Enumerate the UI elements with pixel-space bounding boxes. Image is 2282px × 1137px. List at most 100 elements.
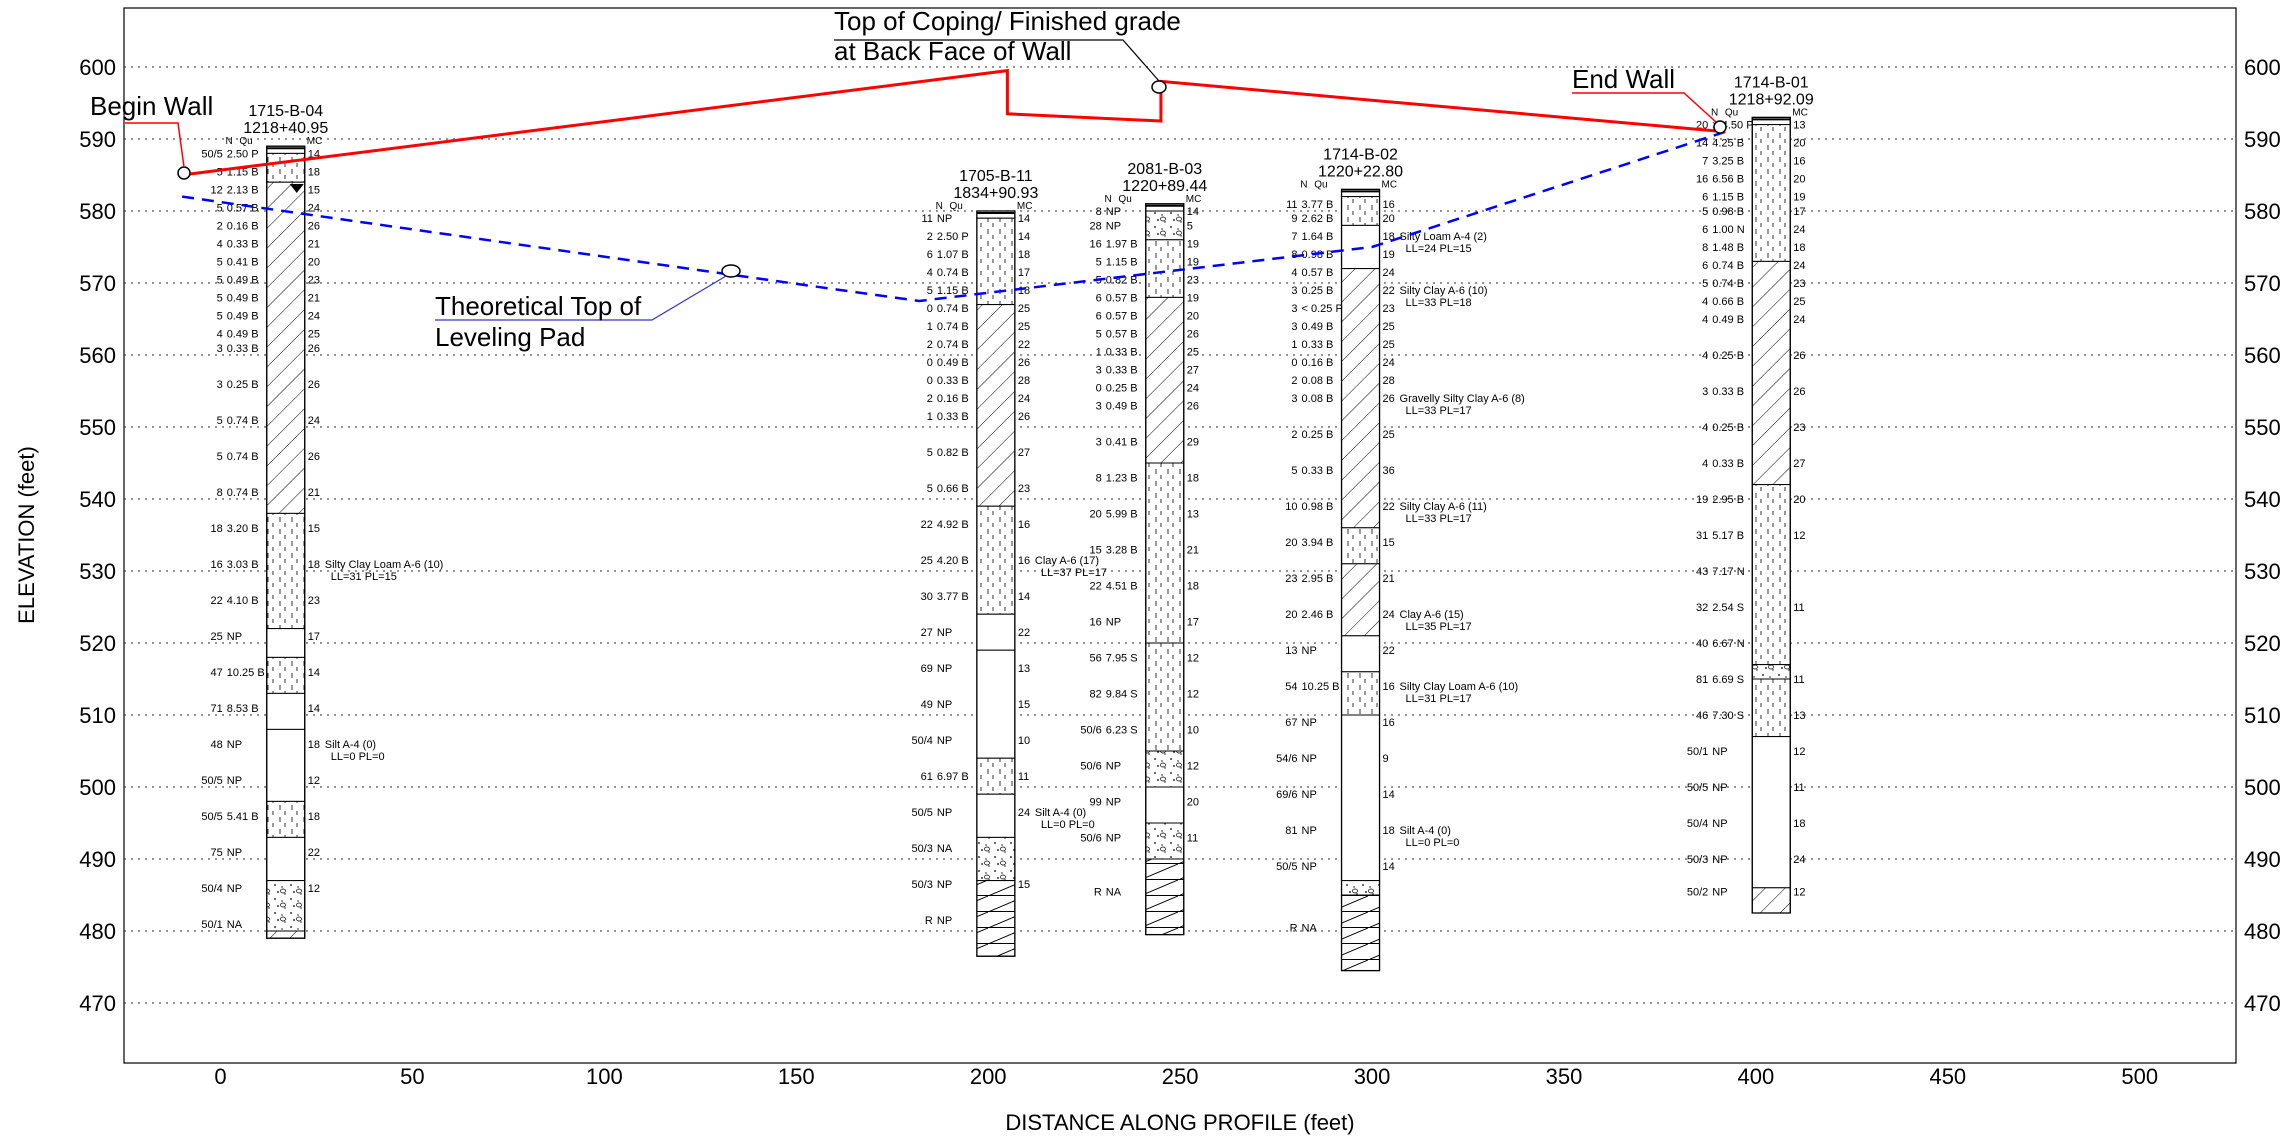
sample-mc-value: 17 — [308, 631, 320, 643]
sample-n-value: 5 — [217, 274, 223, 286]
soil-limits-label: LL=33 PL=17 — [1406, 405, 1472, 417]
sample-qu-value: 7.95 S — [1106, 652, 1138, 664]
sample-mc-value: 22 — [1383, 501, 1395, 513]
begin-wall-callout: Begin Wall — [90, 91, 213, 180]
sample-n-value: 11 — [1286, 199, 1297, 211]
sample-mc-value: 22 — [308, 847, 320, 859]
sample-n-value: 75 — [211, 847, 223, 859]
sample-mc-value: 13 — [1793, 120, 1805, 132]
col-header-qu: Qu — [239, 136, 252, 147]
sample-qu-value: 0.25 B — [1712, 350, 1744, 362]
sample-mc-value: 27 — [1018, 447, 1030, 459]
sample-mc-value: 15 — [1383, 537, 1395, 549]
y-tick-labels-left: 470 480 490 500 510 520 530 540 550 560 570 580 590 6… — [79, 55, 116, 1016]
sample-qu-value: 0.33 B — [1712, 386, 1744, 398]
sample-qu-value: 0.57 B — [1302, 267, 1334, 279]
sample-n-value: 8 — [1096, 206, 1102, 218]
sample-n-value: R — [1290, 922, 1298, 934]
col-header-n: N — [1300, 179, 1307, 190]
y-tick-label-right: 490 — [2244, 847, 2281, 872]
sample-mc-value: 26 — [308, 379, 320, 391]
sample-mc-value: 25 — [1383, 321, 1395, 333]
sample-n-value: 50/6 — [1080, 724, 1101, 736]
sample-n-value: 50/3 — [911, 879, 932, 891]
sample-n-value: 5 — [217, 451, 223, 463]
sample-mc-value: 17 — [1793, 206, 1805, 218]
sample-mc-value: 24 — [1383, 609, 1395, 621]
sample-n-value: 3 — [1291, 321, 1297, 333]
sample-qu-value: 10.25 B — [1302, 681, 1340, 693]
stratum-gravel — [266, 880, 306, 932]
sample-n-value: 50/4 — [911, 735, 932, 747]
stratum-gravel — [1145, 750, 1185, 788]
sample-qu-value: 0.33 B — [227, 238, 259, 250]
boring-column-border — [1145, 203, 1185, 936]
sample-qu-value: 6.23 S — [1106, 724, 1138, 736]
soil-class-label: Silty Loam A-4 (2) — [1400, 231, 1487, 243]
sample-qu-value: 0.74 B — [227, 415, 259, 427]
sample-qu-value: 0.33 B — [1106, 364, 1138, 376]
boring-column-border — [976, 210, 1016, 957]
sample-mc-value: 21 — [308, 238, 320, 250]
sample-qu-value: 2.46 B — [1302, 609, 1334, 621]
sample-n-value: 31 — [1696, 530, 1708, 542]
sample-qu-value: NP — [1106, 832, 1121, 844]
sample-n-value: 4 — [217, 328, 223, 340]
soil-limits-label: LL=0 PL=0 — [1041, 819, 1095, 831]
leveling-label-line2: Leveling Pad — [435, 322, 585, 352]
sample-n-value: 5 — [1096, 328, 1102, 340]
sample-qu-value: 0.57 B — [1106, 310, 1138, 322]
sample-n-value: 50/5 — [201, 775, 222, 787]
sample-qu-value: 0.25 B — [1712, 422, 1744, 434]
sample-mc-value: 24 — [308, 310, 320, 322]
sample-mc-value: 28 — [1018, 375, 1030, 387]
sample-mc-value: 16 — [1383, 681, 1395, 693]
sample-mc-value: 24 — [1018, 807, 1030, 819]
sample-mc-value: 18 — [308, 559, 320, 571]
sample-mc-value: 10 — [1018, 735, 1030, 747]
leveling-pad-line — [181, 130, 1726, 303]
sample-mc-value: 19 — [1793, 192, 1805, 204]
sample-mc-value: 19 — [1187, 292, 1199, 304]
sample-n-value: 54/6 — [1276, 753, 1297, 765]
soil-limits-label: LL=24 PL=15 — [1406, 243, 1472, 255]
y-tick-label-left: 600 — [79, 55, 116, 80]
sample-n-value: 2 — [927, 339, 933, 351]
sample-n-value: 71 — [211, 703, 223, 715]
sample-qu-value: 0.16 B — [1302, 357, 1334, 369]
begin-wall-label: Begin Wall — [90, 91, 213, 121]
sample-n-value: 43 — [1696, 566, 1708, 578]
sample-mc-value: 21 — [1187, 544, 1199, 556]
sample-n-value: 10 — [1285, 501, 1297, 513]
col-header-mc: MC — [1017, 201, 1033, 212]
end-wall-callout: End Wall — [1572, 64, 1727, 134]
x-tick-label: 300 — [1354, 1064, 1391, 1089]
sample-qu-value: 0.49 B — [227, 274, 259, 286]
sample-qu-value: 0.74 B — [937, 321, 969, 333]
sample-qu-value: 0.49 B — [1302, 321, 1334, 333]
sample-qu-value: NP — [937, 915, 952, 927]
boring-column-border — [266, 145, 306, 939]
stratum-gravel — [1751, 664, 1791, 680]
y-tick-label-left: 580 — [79, 199, 116, 224]
sample-qu-value: 0.33 B — [1712, 458, 1744, 470]
stratum-hatch — [266, 181, 306, 514]
end-wall-marker — [1713, 120, 1727, 134]
stratum-plain — [266, 692, 306, 730]
sample-mc-value: 21 — [308, 487, 320, 499]
y-tick-label-right: 600 — [2244, 55, 2281, 80]
begin-wall-leader — [125, 122, 185, 168]
stratum-dash — [976, 757, 1016, 795]
sample-qu-value: NP — [227, 631, 242, 643]
sample-mc-value: 18 — [1793, 818, 1805, 830]
x-tick-label: 350 — [1546, 1064, 1583, 1089]
x-tick-label: 150 — [778, 1064, 815, 1089]
sample-mc-value: 17 — [1187, 616, 1199, 628]
stratum-rock — [1341, 894, 1381, 972]
sample-mc-value: 11 — [1793, 674, 1804, 686]
sample-n-value: 22 — [921, 519, 933, 531]
stratum-hatch — [1751, 260, 1791, 486]
sample-qu-value: 7.17 N — [1712, 566, 1744, 578]
sample-mc-value: 23 — [1793, 278, 1805, 290]
